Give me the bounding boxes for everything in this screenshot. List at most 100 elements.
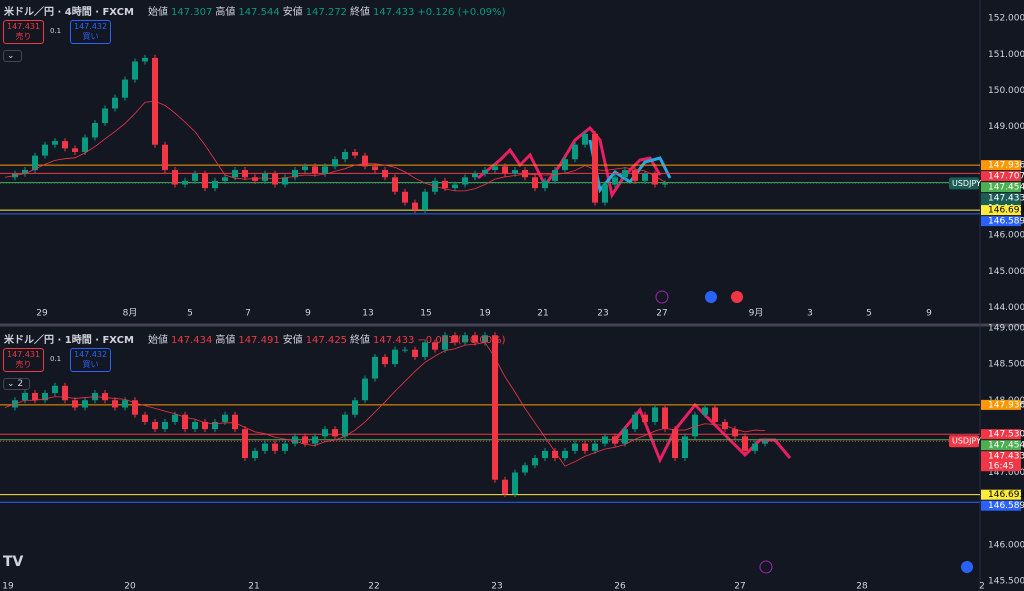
candle [642, 414, 648, 422]
price-label: 146.693 [988, 490, 1024, 500]
ohlc: 終値 [350, 7, 371, 18]
candle [182, 180, 188, 185]
candle [222, 414, 228, 422]
candle [92, 123, 98, 138]
price-label-bg [981, 500, 1021, 511]
symbol-tag: USDJPY [952, 179, 981, 188]
candle [202, 173, 208, 189]
candle [292, 170, 298, 178]
candle [222, 177, 228, 181]
candle [602, 184, 608, 203]
candle [122, 79, 128, 98]
event-icon[interactable] [731, 291, 743, 303]
y-tick-label: 149.000 [988, 324, 1024, 334]
candle [472, 335, 478, 343]
buy-label: 買い [82, 32, 99, 41]
ohlc: 147.425 [305, 335, 348, 346]
collapse-button[interactable]: ⌄ [3, 50, 22, 62]
candle [672, 429, 678, 459]
event-icon[interactable] [759, 560, 773, 574]
candle [412, 349, 418, 357]
candle [232, 414, 238, 430]
candle [252, 450, 258, 459]
candle [382, 356, 388, 365]
candle [52, 385, 58, 394]
symbol-tag-bg [949, 435, 979, 448]
candle [362, 378, 368, 401]
x-tick-label: 9 [926, 309, 932, 319]
candle [72, 148, 78, 152]
candle [492, 335, 498, 480]
price-label-bg [981, 399, 1021, 410]
x-tick-label: 5 [187, 309, 193, 319]
candle [302, 166, 308, 171]
candle [372, 356, 378, 379]
candle [542, 180, 548, 189]
price-label-bg [981, 182, 1021, 193]
price-label: 147.433 [988, 194, 1024, 204]
candle [562, 159, 568, 171]
candle [132, 400, 138, 415]
candle [412, 202, 418, 210]
candle [362, 155, 368, 167]
collapse-count: 2 [17, 379, 24, 389]
candle [252, 177, 258, 181]
candle [732, 429, 738, 437]
candle [152, 421, 158, 430]
price-time: 16:45 [988, 462, 1014, 472]
candle [442, 180, 448, 189]
candle [462, 177, 468, 185]
candle [522, 465, 528, 473]
candle [632, 170, 638, 181]
candle [322, 166, 328, 174]
candle [562, 450, 568, 459]
y-tick-label: 145.500 [988, 576, 1024, 586]
price-label: 146.589 [988, 501, 1024, 511]
candle [532, 458, 538, 466]
candle [332, 159, 338, 167]
logo: TV [3, 554, 24, 570]
candle [352, 151, 358, 156]
symbol: 米ドル／円 · 4時間 · FXCM [4, 7, 134, 18]
candle [612, 177, 618, 185]
candle [172, 414, 178, 422]
candle [392, 349, 398, 365]
candle [102, 393, 108, 401]
candle [142, 414, 148, 422]
drawing [477, 125, 662, 199]
sell-button[interactable]: 147.431 売り [3, 348, 45, 372]
candle [512, 170, 518, 174]
flag-icon[interactable] [705, 291, 717, 303]
x-tick-label: 15 [420, 309, 431, 319]
candle [82, 400, 88, 408]
collapse-button[interactable]: ⌄ 2 [3, 378, 31, 390]
candle [62, 141, 68, 149]
candle [182, 414, 188, 430]
candle [472, 173, 478, 178]
x-tick-label: 23 [597, 309, 608, 319]
x-tick-label: 5 [866, 309, 872, 319]
candle [262, 173, 268, 181]
sell-button[interactable]: 147.431 売り [3, 20, 45, 44]
event-icon[interactable] [655, 290, 669, 304]
ohlc: 終値 [350, 335, 371, 346]
candle [692, 414, 698, 437]
moving-average [4, 100, 666, 192]
ohlc: 147.433 [373, 335, 415, 346]
candle [452, 335, 458, 343]
candle [582, 133, 588, 145]
x-tick-label: 19 [479, 309, 491, 319]
price-label-bg [981, 440, 1021, 451]
buy-price: 147.432 [74, 350, 108, 359]
candle [32, 155, 38, 171]
buy-button[interactable]: 147.432 買い [70, 20, 112, 44]
candle [382, 170, 388, 178]
candle [622, 429, 628, 444]
candle [192, 421, 198, 430]
flag-icon[interactable] [961, 561, 973, 573]
buy-label: 買い [82, 360, 99, 369]
candle [662, 183, 668, 185]
x-tick-label: 13 [362, 309, 373, 319]
buy-button[interactable]: 147.432 買い [70, 348, 112, 372]
